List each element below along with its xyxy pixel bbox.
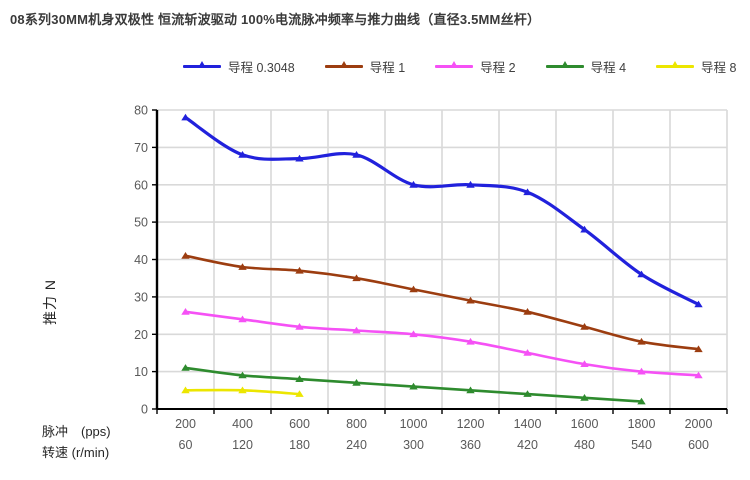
svg-text:60: 60 <box>134 178 148 192</box>
svg-text:40: 40 <box>134 253 148 267</box>
svg-text:1000: 1000 <box>400 417 428 431</box>
svg-text:120: 120 <box>232 438 253 452</box>
legend: 导程 0.3048 导程 1 导程 2 导程 4 导程 8 <box>183 56 736 76</box>
svg-text:0: 0 <box>141 403 148 417</box>
legend-line-marker-icon <box>545 61 584 71</box>
svg-text:1400: 1400 <box>514 417 542 431</box>
legend-label: 导程 1 <box>369 60 406 75</box>
svg-text:400: 400 <box>232 417 253 431</box>
legend-label: 导程 0.3048 <box>228 60 295 75</box>
svg-text:80: 80 <box>134 104 148 118</box>
svg-text:600: 600 <box>688 438 709 452</box>
legend-item: 导程 8 <box>656 57 736 76</box>
svg-text:1600: 1600 <box>571 417 599 431</box>
svg-text:1200: 1200 <box>457 417 485 431</box>
svg-text:420: 420 <box>517 438 538 452</box>
legend-item: 导程 2 <box>435 57 516 76</box>
svg-text:30: 30 <box>134 290 148 304</box>
svg-text:200: 200 <box>175 417 196 431</box>
svg-text:480: 480 <box>574 438 595 452</box>
legend-label: 导程 4 <box>590 60 627 75</box>
svg-text:70: 70 <box>134 141 148 155</box>
legend-item: 导程 0.3048 <box>183 57 295 76</box>
svg-text:60: 60 <box>179 438 193 452</box>
svg-text:10: 10 <box>134 365 148 379</box>
legend-line-marker-icon <box>183 61 221 71</box>
svg-text:1800: 1800 <box>628 417 656 431</box>
svg-text:800: 800 <box>346 417 367 431</box>
chart-title: 08系列30MM机身双极性 恒流斩波驱动 100%电流脉冲频率与推力曲线（直径3… <box>10 12 541 27</box>
svg-text:50: 50 <box>134 216 148 230</box>
legend-label: 导程 2 <box>480 60 516 75</box>
legend-line-marker-icon <box>435 61 474 71</box>
x-axis-caption-pulse: 脉冲 (pps) <box>42 424 111 439</box>
svg-text:240: 240 <box>346 438 367 452</box>
legend-line-marker-icon <box>324 61 363 71</box>
x-axis-caption-speed: 转速 (r/min) <box>42 445 110 460</box>
svg-text:20: 20 <box>134 328 148 342</box>
svg-text:600: 600 <box>289 417 310 431</box>
svg-text:300: 300 <box>403 438 424 452</box>
svg-text:2000: 2000 <box>685 417 713 431</box>
svg-text:180: 180 <box>289 438 310 452</box>
legend-item: 导程 4 <box>545 57 627 76</box>
svg-text:540: 540 <box>631 438 652 452</box>
legend-label: 导程 8 <box>701 60 737 75</box>
legend-line-marker-icon <box>656 61 695 71</box>
legend-item: 导程 1 <box>324 57 406 76</box>
svg-text:360: 360 <box>460 438 481 452</box>
